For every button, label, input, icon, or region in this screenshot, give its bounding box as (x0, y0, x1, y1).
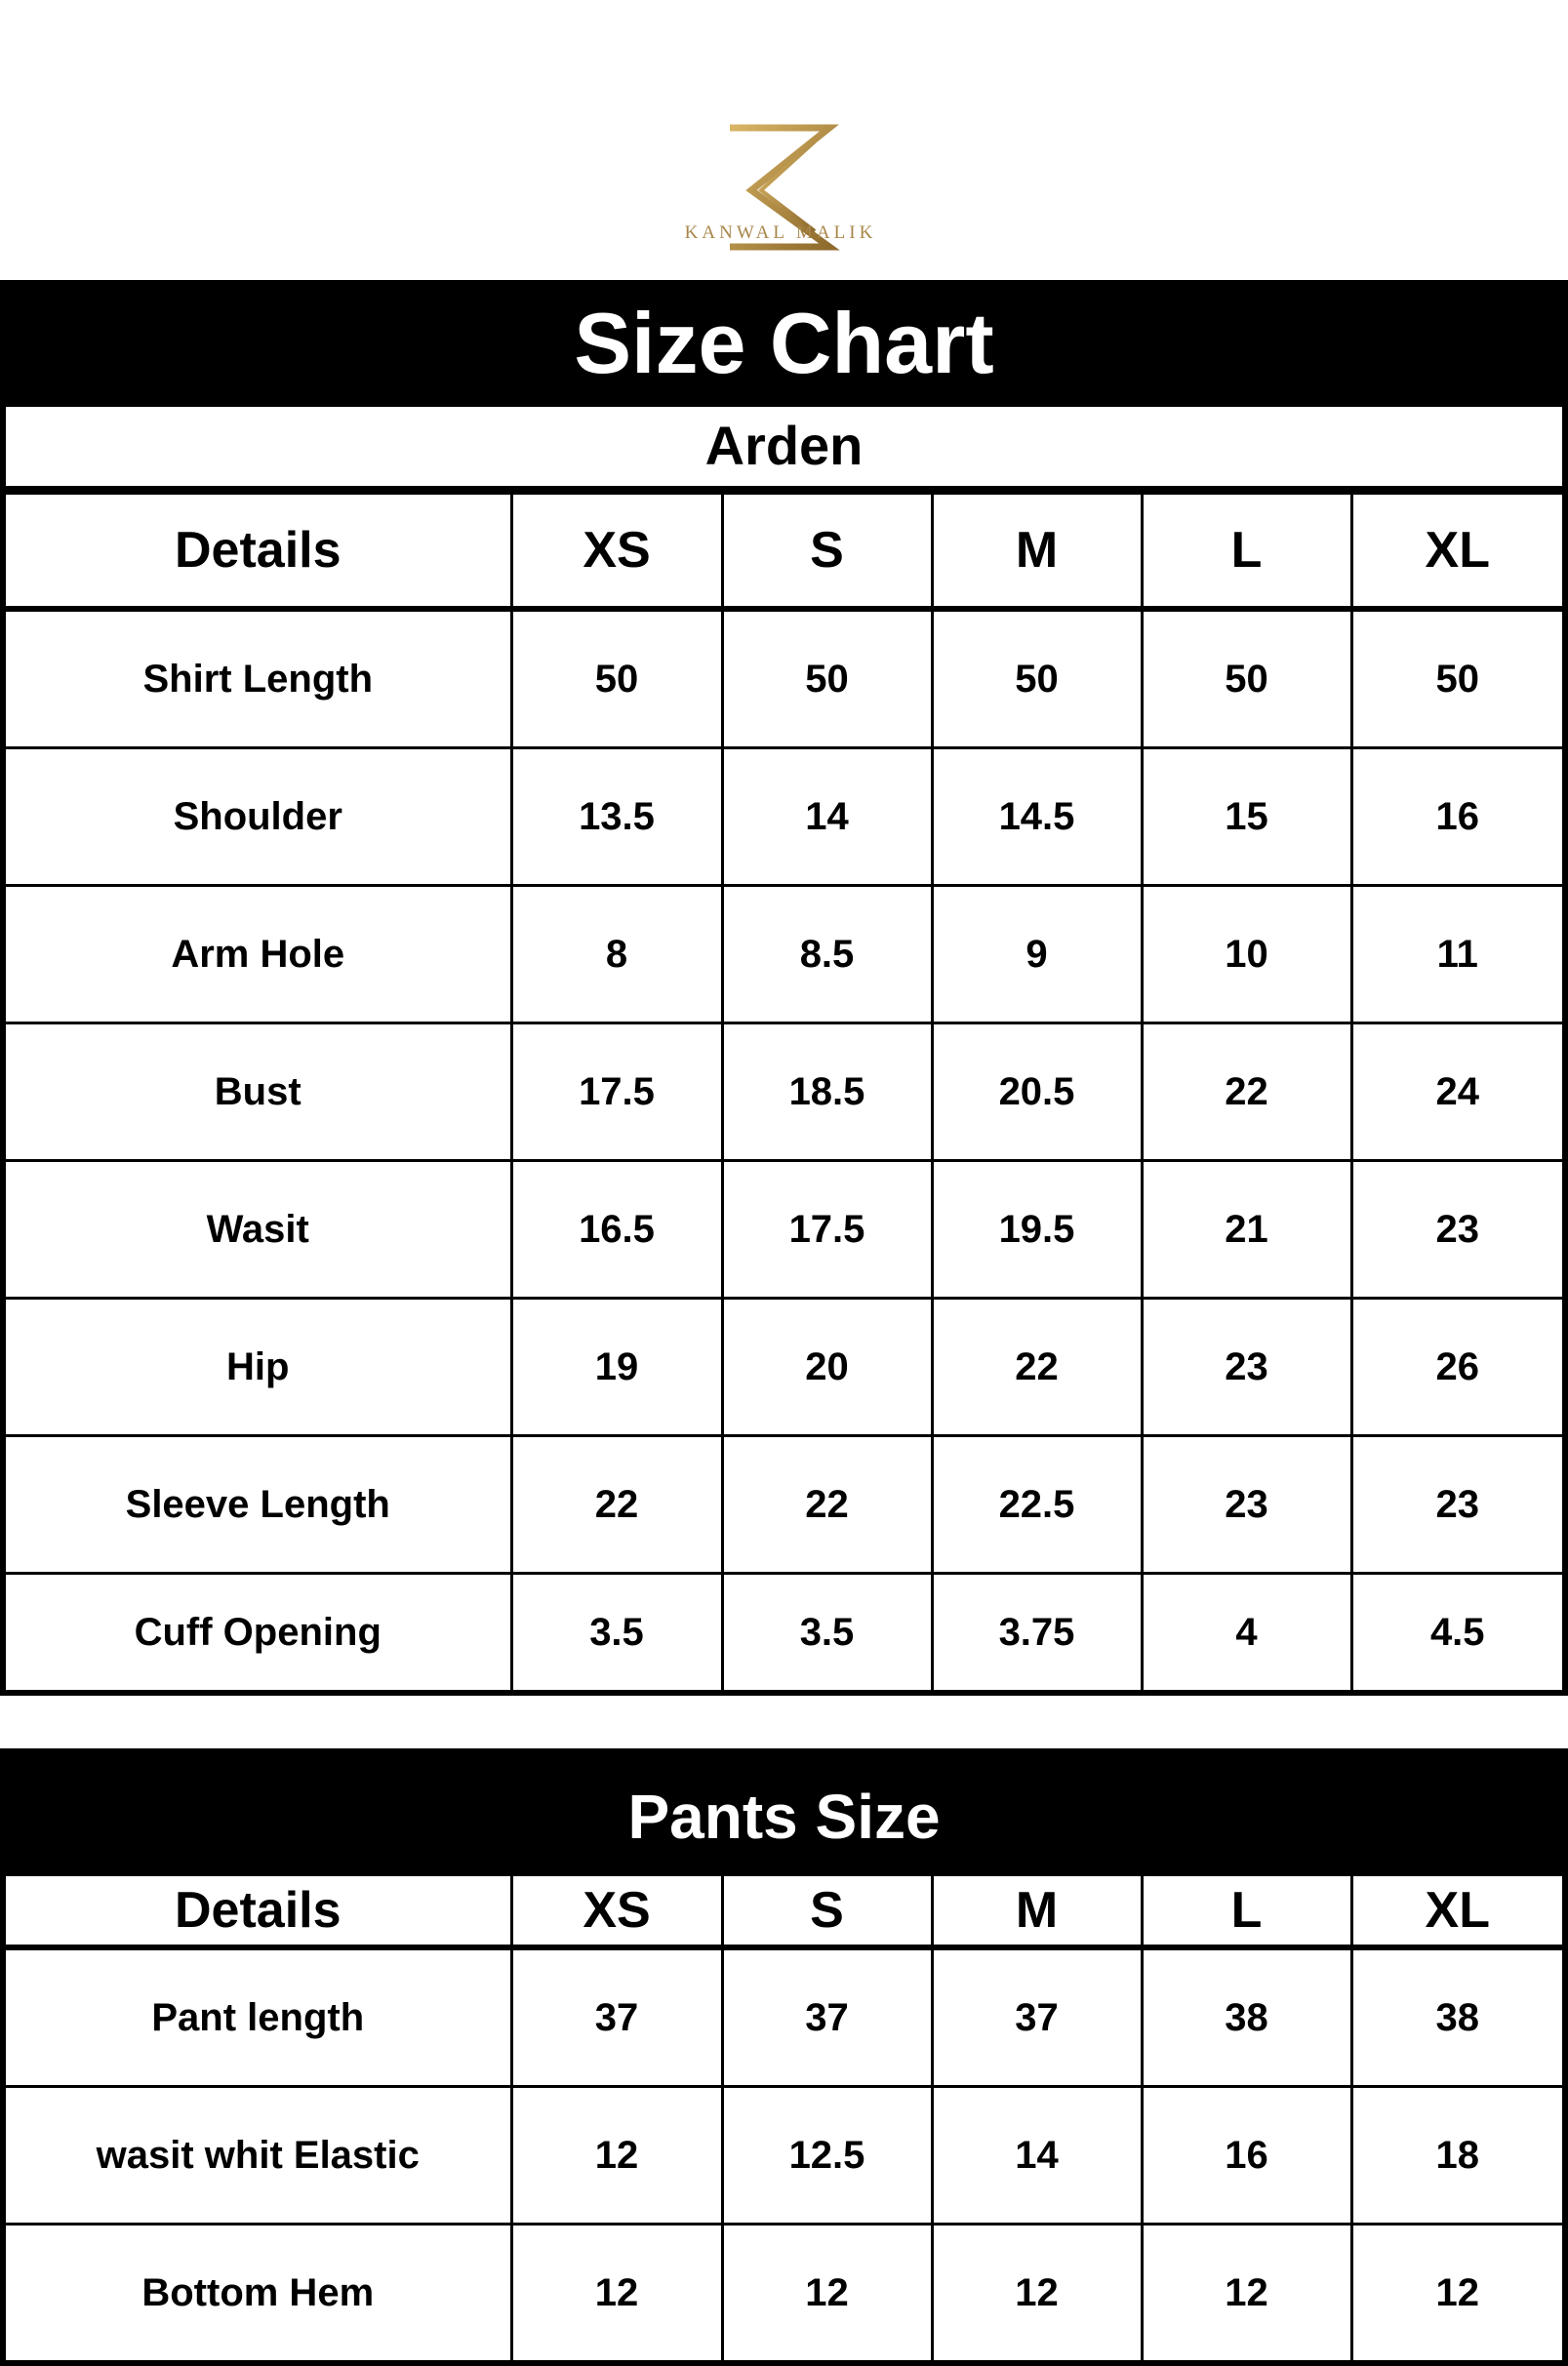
measurement-cell: 12 (930, 2223, 1144, 2365)
column-header: M (930, 1873, 1144, 1950)
size-chart-title: Size Chart (0, 280, 1568, 407)
table-row: Shoulder 13.5 14 14.5 15 16 (1, 746, 1567, 887)
measurement-cell: 12 (720, 2223, 934, 2365)
measurement-cell: 4.5 (1349, 1572, 1567, 1695)
measurement-cell: 50 (509, 607, 724, 749)
brand-name: KANWAL MALIK (684, 222, 877, 243)
measurement-cell: 21 (1140, 1159, 1353, 1300)
measurement-cell: 10 (1140, 884, 1353, 1024)
measurement-cell: 22 (720, 1434, 934, 1575)
row-label: Cuff Opening (1, 1572, 513, 1695)
measurement-cell: 19.5 (930, 1159, 1144, 1300)
measurement-cell: 13.5 (509, 746, 724, 887)
column-header: XL (1349, 1873, 1567, 1950)
measurement-cell: 18 (1349, 2085, 1567, 2226)
table-row: Bottom Hem 12 12 12 12 12 (1, 2223, 1567, 2365)
column-header: L (1140, 1873, 1353, 1950)
kanwal-malik-logo (730, 124, 840, 251)
table-header-row: Details XS S M L XL (1, 492, 1567, 612)
pants-size-table: Details XS S M L XL Pant length 37 37 37 38 38 wasi… (0, 1873, 1568, 2366)
measurement-cell: 4 (1140, 1572, 1353, 1695)
row-label: Sleeve Length (1, 1434, 513, 1575)
measurement-cell: 16 (1349, 746, 1567, 887)
pants-size-title: Pants Size (0, 1748, 1568, 1873)
measurement-cell: 20.5 (930, 1022, 1144, 1162)
column-header: M (930, 492, 1144, 612)
measurement-cell: 14 (720, 746, 934, 887)
measurement-cell: 8.5 (720, 884, 934, 1024)
column-header: L (1140, 492, 1353, 612)
measurement-cell: 38 (1140, 1945, 1353, 2088)
column-header: XL (1349, 492, 1567, 612)
size-chart-table: Details XS S M L XL Shirt Length 50 50 50 50 50 Sho… (0, 492, 1568, 1696)
measurement-cell: 12 (1140, 2223, 1353, 2365)
table-row: Bust 17.5 18.5 20.5 22 24 (1, 1022, 1567, 1162)
column-header: S (720, 492, 934, 612)
product-name: Arden (0, 407, 1568, 492)
measurement-cell: 22 (930, 1297, 1144, 1437)
measurement-cell: 20 (720, 1297, 934, 1437)
measurement-cell: 37 (720, 1945, 934, 2088)
measurement-cell: 24 (1349, 1022, 1567, 1162)
column-header: S (720, 1873, 934, 1950)
row-label: Shoulder (1, 746, 513, 887)
measurement-cell: 9 (930, 884, 1144, 1024)
table-row: Cuff Opening 3.5 3.5 3.75 4 4.5 (1, 1572, 1567, 1695)
measurement-cell: 14 (930, 2085, 1144, 2226)
measurement-cell: 23 (1349, 1159, 1567, 1300)
table-row: Arm Hole 8 8.5 9 10 11 (1, 884, 1567, 1024)
measurement-cell: 16 (1140, 2085, 1353, 2226)
measurement-cell: 22 (1140, 1022, 1353, 1162)
table-header-row: Details XS S M L XL (1, 1873, 1567, 1950)
measurement-cell: 50 (930, 607, 1144, 749)
measurement-cell: 50 (1140, 607, 1353, 749)
row-label: wasit whit Elastic (1, 2085, 513, 2226)
row-label: Bottom Hem (1, 2223, 513, 2365)
measurement-cell: 12 (509, 2085, 724, 2226)
measurement-cell: 3.75 (930, 1572, 1144, 1695)
measurement-cell: 12.5 (720, 2085, 934, 2226)
table-row: Sleeve Length 22 22 22.5 23 23 (1, 1434, 1567, 1575)
measurement-cell: 3.5 (720, 1572, 934, 1695)
table-row: Pant length 37 37 37 38 38 (1, 1945, 1567, 2088)
row-label: Hip (1, 1297, 513, 1437)
column-header: Details (1, 492, 513, 612)
row-label: Shirt Length (1, 607, 513, 749)
measurement-cell: 50 (720, 607, 934, 749)
row-label: Bust (1, 1022, 513, 1162)
measurement-cell: 14.5 (930, 746, 1144, 887)
measurement-cell: 23 (1349, 1434, 1567, 1575)
measurement-cell: 19 (509, 1297, 724, 1437)
measurement-cell: 12 (1349, 2223, 1567, 2365)
measurement-cell: 12 (509, 2223, 724, 2365)
column-header: Details (1, 1873, 513, 1950)
measurement-cell: 18.5 (720, 1022, 934, 1162)
measurement-cell: 22.5 (930, 1434, 1144, 1575)
column-header: XS (509, 492, 724, 612)
measurement-cell: 8 (509, 884, 724, 1024)
measurement-cell: 23 (1140, 1297, 1353, 1437)
measurement-cell: 17.5 (720, 1159, 934, 1300)
measurement-cell: 37 (509, 1945, 724, 2088)
table-row: Hip 19 20 22 23 26 (1, 1297, 1567, 1437)
table-row: Wasit 16.5 17.5 19.5 21 23 (1, 1159, 1567, 1300)
table-row: Shirt Length 50 50 50 50 50 (1, 607, 1567, 749)
measurement-cell: 3.5 (509, 1572, 724, 1695)
measurement-cell: 22 (509, 1434, 724, 1575)
measurement-cell: 37 (930, 1945, 1144, 2088)
measurement-cell: 23 (1140, 1434, 1353, 1575)
row-label: Wasit (1, 1159, 513, 1300)
measurement-cell: 15 (1140, 746, 1353, 887)
column-header: XS (509, 1873, 724, 1950)
measurement-cell: 17.5 (509, 1022, 724, 1162)
table-row: wasit whit Elastic 12 12.5 14 16 18 (1, 2085, 1567, 2226)
measurement-cell: 50 (1349, 607, 1567, 749)
measurement-cell: 26 (1349, 1297, 1567, 1437)
measurement-cell: 38 (1349, 1945, 1567, 2088)
measurement-cell: 16.5 (509, 1159, 724, 1300)
row-label: Arm Hole (1, 884, 513, 1024)
row-label: Pant length (1, 1945, 513, 2088)
measurement-cell: 11 (1349, 884, 1567, 1024)
